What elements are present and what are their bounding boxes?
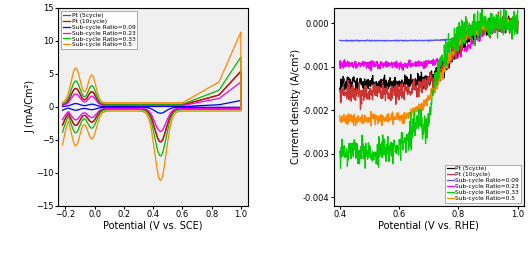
Sub-cycle Ratio=0.09 (120, 105, 126, 108)
Sub-cycle Ratio=0.09 (214, 103, 221, 106)
Sub-cycle Ratio=0.09 (107, 105, 113, 108)
Sub-cycle Ratio=0.33 (59, 102, 66, 105)
Legend: Pt (5cycle), Pt (10cycle), Sub-cycle Ratio=0.09, Sub-cycle Ratio=0.23, Sub-cycle: Pt (5cycle), Pt (10cycle), Sub-cycle Rat… (445, 165, 521, 203)
Pt (5cycle) (238, 70, 244, 73)
Sub-cycle Ratio=0.5 (238, 30, 244, 34)
Pt (5cycle) (180, 103, 186, 106)
Sub-cycle Ratio=0.33 (157, 154, 163, 157)
Line: Sub-cycle Ratio=0.33: Sub-cycle Ratio=0.33 (62, 57, 241, 156)
Sub-cycle Ratio=0.33 (120, 102, 126, 106)
Pt (5cycle) (120, 103, 126, 106)
Line: Sub-cycle Ratio=0.5: Sub-cycle Ratio=0.5 (62, 32, 241, 180)
Sub-cycle Ratio=0.5 (120, 101, 126, 104)
Pt (10cycle) (229, 107, 235, 110)
Sub-cycle Ratio=0.09 (238, 99, 244, 102)
Pt (5cycle) (157, 140, 163, 143)
Pt (10cycle) (180, 103, 186, 106)
Pt (5cycle) (221, 107, 227, 110)
Pt (10cycle) (221, 107, 227, 110)
Pt (10cycle) (120, 103, 126, 106)
Sub-cycle Ratio=0.33 (221, 108, 227, 111)
Sub-cycle Ratio=0.23 (59, 118, 66, 121)
Pt (5cycle) (229, 107, 235, 110)
Pt (5cycle) (59, 124, 66, 127)
X-axis label: Potential (V vs. RHE): Potential (V vs. RHE) (378, 220, 479, 230)
Sub-cycle Ratio=0.09 (59, 109, 66, 112)
Line: Pt (10cycle): Pt (10cycle) (62, 71, 241, 142)
Sub-cycle Ratio=0.23 (238, 80, 244, 83)
Sub-cycle Ratio=0.5 (59, 143, 66, 147)
Line: Sub-cycle Ratio=0.23: Sub-cycle Ratio=0.23 (62, 82, 241, 131)
Sub-cycle Ratio=0.23 (214, 97, 221, 101)
Legend: Pt (5cycle), Pt (10cycle), Sub-cycle Ratio=0.09, Sub-cycle Ratio=0.23, Sub-cycle: Pt (5cycle), Pt (10cycle), Sub-cycle Rat… (61, 11, 137, 49)
Sub-cycle Ratio=0.33 (107, 102, 113, 106)
Sub-cycle Ratio=0.23 (221, 107, 227, 110)
Sub-cycle Ratio=0.23 (229, 107, 235, 110)
Sub-cycle Ratio=0.23 (107, 104, 113, 107)
Sub-cycle Ratio=0.5 (214, 81, 221, 84)
Sub-cycle Ratio=0.5 (229, 110, 235, 113)
Sub-cycle Ratio=0.23 (59, 104, 66, 107)
Pt (10cycle) (214, 94, 221, 97)
Y-axis label: J (mA/Cm²): J (mA/Cm²) (25, 80, 35, 134)
Pt (5cycle) (59, 103, 66, 106)
Y-axis label: Current density (A/cm²): Current density (A/cm²) (291, 49, 302, 164)
Sub-cycle Ratio=0.5 (157, 179, 163, 182)
Pt (10cycle) (59, 103, 66, 106)
Sub-cycle Ratio=0.33 (59, 131, 66, 134)
Sub-cycle Ratio=0.09 (59, 105, 66, 108)
Sub-cycle Ratio=0.09 (157, 112, 163, 115)
Sub-cycle Ratio=0.5 (221, 110, 227, 113)
Pt (5cycle) (107, 103, 113, 106)
Sub-cycle Ratio=0.09 (229, 106, 235, 109)
X-axis label: Potential (V vs. SCE): Potential (V vs. SCE) (104, 220, 203, 230)
Line: Sub-cycle Ratio=0.09: Sub-cycle Ratio=0.09 (62, 101, 241, 113)
Pt (5cycle) (214, 94, 221, 97)
Sub-cycle Ratio=0.09 (221, 106, 227, 109)
Sub-cycle Ratio=0.33 (214, 89, 221, 92)
Sub-cycle Ratio=0.33 (238, 55, 244, 59)
Pt (10cycle) (107, 103, 113, 106)
Sub-cycle Ratio=0.23 (120, 104, 126, 107)
Sub-cycle Ratio=0.09 (180, 105, 186, 108)
Sub-cycle Ratio=0.5 (107, 101, 113, 104)
Pt (10cycle) (59, 124, 66, 127)
Sub-cycle Ratio=0.33 (229, 108, 235, 111)
Line: Pt (5cycle): Pt (5cycle) (62, 71, 241, 142)
Sub-cycle Ratio=0.5 (59, 101, 66, 104)
Sub-cycle Ratio=0.23 (157, 130, 163, 133)
Pt (10cycle) (238, 70, 244, 73)
Sub-cycle Ratio=0.33 (180, 102, 186, 106)
Sub-cycle Ratio=0.5 (180, 101, 186, 104)
Sub-cycle Ratio=0.23 (180, 104, 186, 107)
Pt (10cycle) (157, 140, 163, 143)
